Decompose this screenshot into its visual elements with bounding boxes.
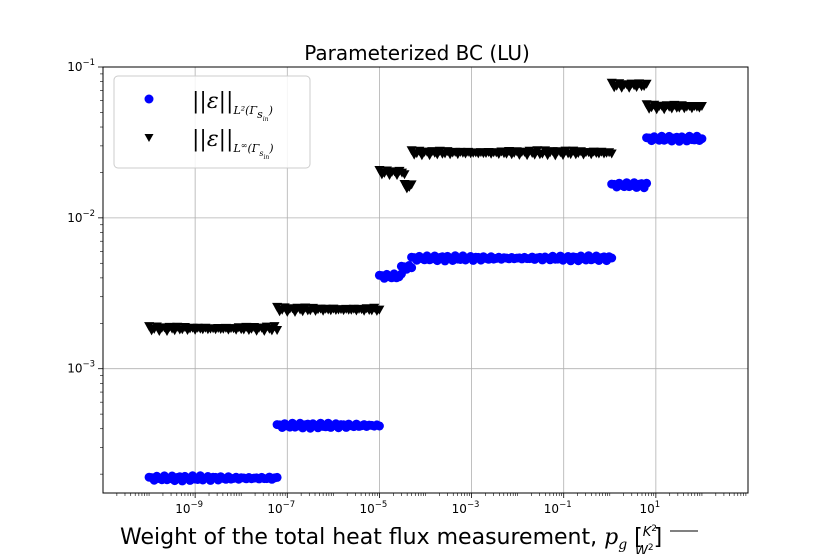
x-axis-ticks: 10−9 10−7 10−5 10−3 10−1 101 <box>116 493 747 516</box>
point-linf <box>696 102 707 111</box>
y-tick-label: 10−1 <box>67 58 95 74</box>
point-l2 <box>642 178 652 188</box>
x-tick-label: 10−3 <box>452 500 480 516</box>
point-linf <box>606 149 617 159</box>
point-l2 <box>374 421 384 431</box>
x-tick-label: 10−1 <box>544 500 572 516</box>
x-axis-label-text: Weight of the total heat flux measuremen… <box>120 525 604 550</box>
legend-marker-linf <box>144 134 154 142</box>
x-tick-label: 101 <box>640 500 661 516</box>
point-linf <box>406 180 417 190</box>
point-linf <box>272 326 283 335</box>
point-linf <box>641 79 652 89</box>
x-axis-label: Weight of the total heat flux measuremen… <box>120 524 662 554</box>
data-points <box>144 78 707 486</box>
x-tick-label: 10−5 <box>360 500 388 516</box>
point-linf <box>399 170 410 180</box>
x-tick-label: 10−7 <box>267 500 295 516</box>
legend: ||ε||L²(Γsin) ||ε||L∞(Γsin) <box>113 75 311 169</box>
legend-label-linf: ||ε||L∞(Γsin) <box>192 127 274 161</box>
legend-box <box>113 75 311 169</box>
y-axis-ticks: 10−3 10−2 10−1 <box>67 58 103 475</box>
x-tick-label: 10−9 <box>175 500 203 516</box>
y-tick-label: 10−3 <box>67 360 95 376</box>
y-tick-label: 10−2 <box>67 209 95 225</box>
point-linf <box>374 305 385 315</box>
point-l2 <box>272 472 282 482</box>
point-l2 <box>407 263 417 273</box>
legend-marker-l2 <box>144 94 154 104</box>
legend-label-l2: ||ε||L²(Γsin) <box>192 89 273 123</box>
chart-title: Parameterized BC (LU) <box>304 41 530 65</box>
point-l2 <box>607 253 617 263</box>
point-l2 <box>697 134 707 144</box>
